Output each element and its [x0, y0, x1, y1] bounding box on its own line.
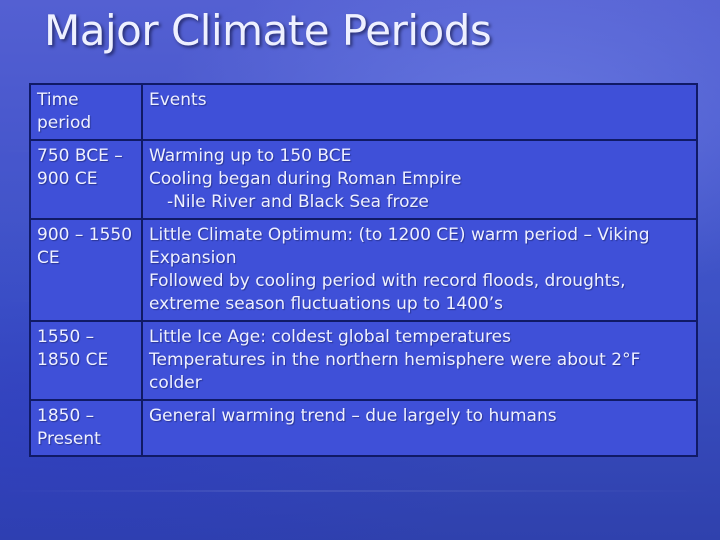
table-row: 900 – 1550 CE Little Climate Optimum: (t…	[29, 218, 698, 322]
table-row: 1550 – 1850 CE Little Ice Age: coldest g…	[29, 320, 698, 401]
events-cell: Little Climate Optimum: (to 1200 CE) war…	[141, 218, 698, 322]
climate-periods-table: Time period Events 750 BCE – 900 CE Warm…	[29, 83, 698, 457]
table-row: 750 BCE – 900 CE Warming up to 150 BCE C…	[29, 139, 698, 220]
event-line: Little Climate Optimum: (to 1200 CE) war…	[149, 225, 650, 268]
table-row: 1850 – Present General warming trend – d…	[29, 399, 698, 457]
event-line: Little Ice Age: coldest global temperatu…	[149, 327, 511, 347]
event-line: -Nile River and Black Sea froze	[167, 192, 429, 212]
slide-title: Major Climate Periods	[44, 6, 492, 55]
event-line: General warming trend – due largely to h…	[149, 406, 557, 426]
events-cell: Warming up to 150 BCE Cooling began duri…	[141, 139, 698, 220]
header-time-period: Time period	[29, 83, 143, 141]
period-cell: 1550 – 1850 CE	[29, 320, 143, 401]
table-header-row: Time period Events	[29, 83, 698, 141]
event-line: Followed by cooling period with record f…	[149, 271, 626, 314]
events-cell: General warming trend – due largely to h…	[141, 399, 698, 457]
event-line: Temperatures in the northern hemisphere …	[149, 350, 641, 393]
background-wave	[0, 490, 720, 492]
header-events: Events	[141, 83, 698, 141]
event-line: Warming up to 150 BCE	[149, 146, 352, 166]
period-cell: 1850 – Present	[29, 399, 143, 457]
events-cell: Little Ice Age: coldest global temperatu…	[141, 320, 698, 401]
event-line: Cooling began during Roman Empire	[149, 169, 462, 189]
period-cell: 750 BCE – 900 CE	[29, 139, 143, 220]
period-cell: 900 – 1550 CE	[29, 218, 143, 322]
